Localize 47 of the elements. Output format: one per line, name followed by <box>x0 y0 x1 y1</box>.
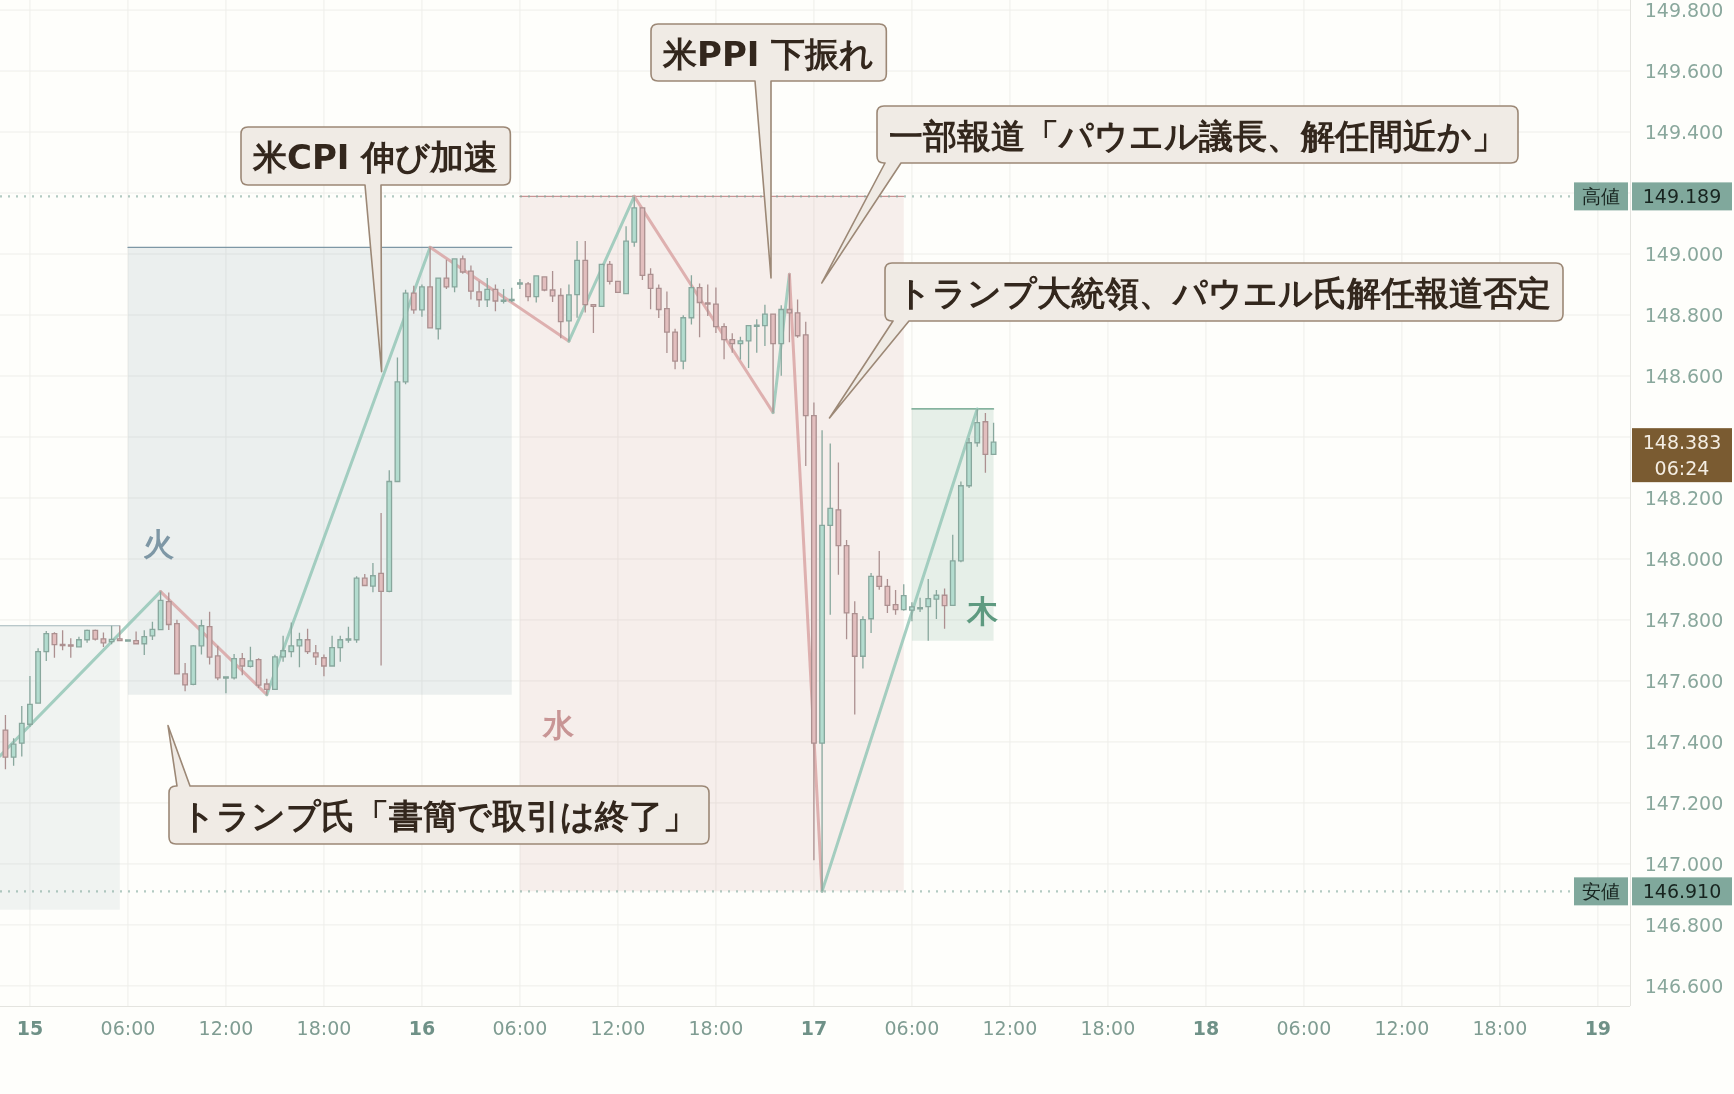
y-tick-label: 148.000 <box>1644 547 1724 570</box>
annotation: 一部報道「パウエル議長、解任間近か」 <box>889 115 1506 156</box>
x-tick-label: 18:00 <box>1080 1017 1136 1039</box>
x-tick-label: 18:00 <box>688 1017 744 1039</box>
y-tick-label: 147.800 <box>1644 608 1724 631</box>
x-tick-label: 06:00 <box>100 1017 156 1039</box>
y-tick-label: 147.600 <box>1644 669 1724 692</box>
ref-line-label: 高値 <box>1582 185 1620 208</box>
y-tick-label: 147.400 <box>1644 730 1724 753</box>
series-label: 木 <box>966 593 998 630</box>
x-tick-label: 12:00 <box>1374 1017 1430 1039</box>
x-tick-label: 06:00 <box>884 1017 940 1039</box>
y-tick-label: 147.000 <box>1644 852 1724 875</box>
y-tick-label: 149.000 <box>1644 243 1724 266</box>
x-tick-label: 12:00 <box>198 1017 254 1039</box>
x-tick-label: 12:00 <box>982 1017 1038 1039</box>
y-tick-label: 149.600 <box>1644 60 1724 83</box>
ref-line-label: 安値 <box>1582 880 1620 903</box>
x-tick-label: 12:00 <box>590 1017 646 1039</box>
x-tick-label: 19 <box>1584 1017 1612 1039</box>
x-tick-label: 15 <box>16 1017 44 1039</box>
price-tag: 146.910 <box>1632 877 1732 906</box>
price-tag: 148.383 06:24 <box>1632 428 1732 483</box>
callout: 米CPI 伸び加速 <box>240 126 512 373</box>
x-tick-label: 18 <box>1192 1017 1220 1039</box>
annotation: 米PPI 下振れ <box>662 33 875 74</box>
x-tick-label: 18:00 <box>1472 1017 1528 1039</box>
ref-line-label: 高値 <box>1574 182 1628 211</box>
series-label: 水 <box>542 706 574 743</box>
y-tick-label: 148.600 <box>1644 364 1724 387</box>
y-tick-label: 147.200 <box>1644 791 1724 814</box>
x-tick-label: 06:00 <box>492 1017 548 1039</box>
y-tick-label: 148.800 <box>1644 304 1724 326</box>
x-tick-label: 06:00 <box>1276 1017 1332 1039</box>
annotation: トランプ氏「書簡で取引は終了」 <box>181 796 697 836</box>
x-tick-label: 16 <box>408 1017 436 1039</box>
y-tick-label: 146.800 <box>1644 913 1724 936</box>
y-tick-label: 148.200 <box>1644 486 1724 509</box>
ref-line-label: 安値 <box>1574 877 1628 906</box>
series-label: 火 <box>142 525 174 562</box>
y-tick-label: 146.600 <box>1644 974 1724 997</box>
y-tick-label: 149.800 <box>1644 0 1724 22</box>
annotation: 米CPI 伸び加速 <box>252 137 499 177</box>
y-tick-label: 149.400 <box>1644 121 1724 144</box>
x-tick-label: 18:00 <box>296 1017 352 1039</box>
price-tag: 149.189 <box>1632 182 1732 211</box>
x-tick-label: 17 <box>800 1017 828 1039</box>
